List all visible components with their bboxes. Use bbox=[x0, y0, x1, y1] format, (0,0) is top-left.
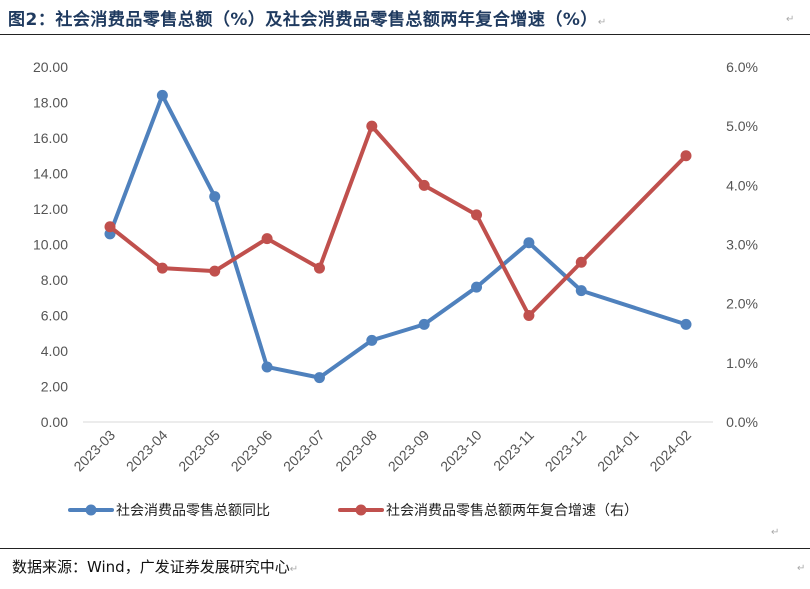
x-axis-ticks: 2023-03 2023-04 2023-05 2023-06 2023-07 2023-… bbox=[70, 427, 694, 475]
legend-label-2: 社会消费品零售总额两年复合增速（右） bbox=[386, 502, 638, 519]
x-tick-label: 2023-11 bbox=[490, 427, 537, 474]
left-tick-label: 10.00 bbox=[33, 237, 68, 253]
x-tick-label: 2023-03 bbox=[70, 427, 118, 475]
x-tick-label: 2023-05 bbox=[175, 427, 223, 475]
series-1-point bbox=[471, 281, 483, 293]
legend-label-1: 社会消费品零售总额同比 bbox=[116, 503, 270, 519]
right-tick-label: 5.0% bbox=[726, 118, 758, 134]
x-tick-label: 2023-10 bbox=[437, 427, 485, 475]
top-rule bbox=[0, 34, 810, 35]
series-2-point bbox=[313, 262, 325, 274]
series-2-point bbox=[471, 209, 483, 221]
left-tick-label: 14.00 bbox=[33, 166, 68, 182]
legend-marker-1 bbox=[85, 504, 97, 516]
chart-title: 图2：社会消费品零售总额（%）及社会消费品零售总额两年复合增速（%）↵ bbox=[8, 10, 607, 30]
left-tick-label: 2.00 bbox=[41, 379, 68, 395]
paragraph-mark-icon: ↵ bbox=[786, 14, 795, 25]
series-1-point bbox=[209, 191, 221, 203]
x-tick-label: 2023-07 bbox=[280, 427, 328, 475]
series-1-point bbox=[523, 237, 535, 249]
right-tick-label: 4.0% bbox=[726, 177, 758, 193]
series-2-point bbox=[156, 262, 168, 274]
series-2-point bbox=[104, 221, 116, 233]
x-tick-label: 2023-09 bbox=[385, 427, 433, 475]
series-2-point bbox=[575, 256, 587, 268]
series-line-1 bbox=[108, 93, 688, 380]
series-1-point bbox=[418, 318, 430, 330]
legend: 社会消费品零售总额同比 社会消费品零售总额两年复合增速（右） bbox=[68, 502, 638, 519]
bottom-rule bbox=[0, 548, 810, 549]
left-tick-label: 18.00 bbox=[33, 95, 68, 111]
left-tick-label: 20.00 bbox=[33, 59, 68, 75]
left-tick-label: 0.00 bbox=[41, 414, 68, 430]
left-axis: 0.00 2.00 4.00 6.00 8.00 10.00 12.00 14.00 16.00… bbox=[33, 59, 68, 430]
series-1-point bbox=[261, 361, 273, 373]
right-tick-label: 6.0% bbox=[726, 59, 758, 75]
series-1-point bbox=[680, 318, 692, 330]
paragraph-mark-icon: ↵ bbox=[797, 563, 806, 574]
x-tick-label: 2024-02 bbox=[646, 427, 694, 475]
series-group bbox=[104, 89, 692, 384]
paragraph-mark-icon: ↵ bbox=[597, 17, 607, 28]
right-tick-label: 3.0% bbox=[726, 237, 758, 253]
right-axis: 0.0% 1.0% 2.0% 3.0% 4.0% 5.0% 6.0% bbox=[726, 59, 758, 430]
paragraph-mark-icon: ↵ bbox=[289, 564, 299, 575]
source-note: 数据来源：Wind，广发证券发展研究中心↵ bbox=[12, 558, 299, 576]
left-tick-label: 6.00 bbox=[41, 308, 68, 324]
series-1-point bbox=[313, 372, 325, 384]
x-tick-label: 2024-01 bbox=[594, 427, 642, 475]
chart-area: 0.00 2.00 4.00 6.00 8.00 10.00 12.00 14.00 16.00… bbox=[33, 59, 758, 519]
left-tick-label: 8.00 bbox=[41, 272, 68, 288]
series-2-point bbox=[261, 233, 273, 245]
x-tick-label: 2023-12 bbox=[542, 427, 590, 475]
left-tick-label: 12.00 bbox=[33, 201, 68, 217]
series-2-point bbox=[680, 150, 692, 162]
right-tick-label: 1.0% bbox=[726, 355, 758, 371]
left-tick-label: 16.00 bbox=[33, 130, 68, 146]
series-line-2 bbox=[108, 124, 688, 318]
series-1-point bbox=[366, 334, 378, 346]
series-2-point bbox=[366, 120, 378, 132]
x-tick-label: 2023-08 bbox=[332, 427, 380, 475]
x-tick-label: 2023-06 bbox=[228, 427, 276, 475]
series-1-point bbox=[575, 285, 587, 297]
right-tick-label: 2.0% bbox=[726, 296, 758, 312]
series-1-point bbox=[156, 89, 168, 101]
right-tick-label: 0.0% bbox=[726, 414, 758, 430]
x-tick-label: 2023-04 bbox=[123, 427, 171, 475]
paragraph-mark-icon: ↵ bbox=[771, 527, 780, 538]
series-2-point bbox=[209, 265, 221, 277]
legend-marker-2 bbox=[355, 504, 367, 516]
series-2-point bbox=[523, 310, 535, 321]
series-2-point bbox=[418, 179, 430, 191]
left-tick-label: 4.00 bbox=[41, 343, 68, 359]
